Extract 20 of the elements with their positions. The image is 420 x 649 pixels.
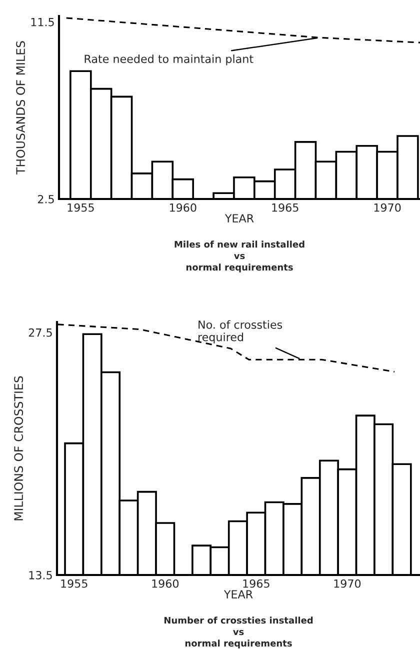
x-tick-label: 1955 (61, 579, 88, 588)
x-tick-label: 1960 (152, 579, 179, 588)
y-tick-label: 13.5 (29, 570, 52, 580)
text: Miles of new rail installed vs normal requirements (174, 240, 304, 272)
x-tick-label: 1970 (374, 203, 401, 212)
x-tick-label: 1965 (272, 203, 298, 212)
y-tick-label: 11.5 (31, 18, 54, 26)
text: Number of crossties installed vs normal requirements (164, 616, 313, 648)
y-axis-title: MILLIONS OF CROSSTIES (14, 376, 24, 520)
x-tick-label: 1970 (334, 579, 361, 588)
annotation: Rate needed to maintain plant (84, 54, 254, 66)
x-tick-label: 1960 (170, 203, 196, 212)
x-tick-label: 1955 (68, 203, 94, 212)
y-tick-label: 2.5 (38, 194, 54, 204)
annotation: No. of crossties required (198, 320, 282, 344)
y-tick-label: 27.5 (28, 328, 52, 337)
x-axis-title: YEAR (224, 590, 253, 598)
x-axis-title: YEAR (224, 214, 254, 222)
y-axis-title: THOUSANDS OF MILES (16, 41, 26, 175)
x-tick-label: 1965 (243, 579, 270, 588)
